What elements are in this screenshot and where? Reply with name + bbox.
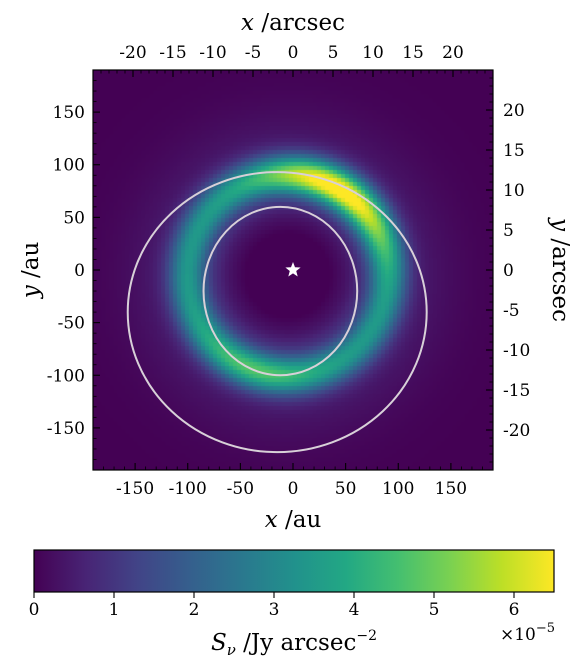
x2-tick-label: 15	[402, 43, 424, 63]
y2-tick-label: -10	[503, 341, 530, 361]
y-tick-label: 100	[53, 156, 85, 176]
colorbar-label: Sν /Jy arcsec−2	[211, 628, 377, 659]
axis-variable: x	[241, 10, 254, 36]
colorbar-tick-label: 2	[189, 600, 200, 620]
colorbar-tick-label: 3	[269, 600, 280, 620]
y-tick-label: 50	[63, 208, 85, 228]
x-tick-label: 50	[335, 479, 357, 499]
x2-tick-label: 5	[328, 43, 339, 63]
colorbar-label-exp: −2	[356, 628, 377, 644]
axis-unit: /arcsec	[254, 10, 345, 36]
x2-tick-label: -10	[199, 43, 226, 63]
y-tick-label: -100	[47, 366, 85, 386]
colorbar-tick-label: 1	[109, 600, 120, 620]
axis-variable: y	[547, 217, 573, 232]
x-tick-label: 100	[382, 479, 414, 499]
overlay-layer	[126, 171, 428, 454]
colorbar-label-sub: ν	[227, 641, 236, 659]
x2-tick-label: 0	[288, 43, 299, 63]
x-tick-label: 0	[288, 479, 299, 499]
axis-unit: /arcsec	[547, 231, 573, 322]
y2-tick-label: 15	[503, 141, 525, 161]
tick-layer: -150 -100 -50 0 50 100 150-150-100-50050100150…	[47, 43, 531, 499]
y2-tick-label: -20	[503, 421, 530, 441]
y-tick-label: 150	[53, 103, 85, 123]
colorbar-scale-text: ×10	[500, 625, 536, 645]
axis-unit: /au	[18, 242, 44, 286]
y2-tick-label: 5	[503, 221, 514, 241]
x2-tick-label: 10	[362, 43, 384, 63]
y2-tick-label: 20	[503, 101, 525, 121]
y2-tick-label: 0	[503, 261, 514, 281]
y-tick-label: 0	[74, 261, 85, 281]
x2-tick-label: -5	[245, 43, 262, 63]
colorbar	[33, 549, 555, 593]
colorbar-tick-label: 5	[429, 600, 440, 620]
colorbar-tick-label: 0	[29, 600, 40, 620]
y2-tick-label: -5	[503, 301, 520, 321]
x-axis-label: x /au	[265, 507, 322, 533]
axis-variable: x	[265, 507, 278, 533]
colorbar-ticks: 0 1 2 3 4 5 6	[29, 592, 520, 620]
outer-ellipse	[126, 171, 428, 454]
colorbar-scale: ×10−5	[500, 621, 555, 645]
x2-tick-label: 20	[442, 43, 464, 63]
colorbar-label-unit: /Jy arcsec	[236, 630, 356, 656]
y2-tick-label: 10	[503, 181, 525, 201]
y2-tick-label: -15	[503, 381, 530, 401]
inner-ellipse	[202, 205, 359, 377]
star-marker	[285, 262, 301, 277]
x-tick-label: 150	[435, 479, 467, 499]
y-tick-label: -50	[58, 314, 85, 334]
colorbar-scale-exp: −5	[536, 621, 555, 636]
x2-tick-label: -20	[119, 43, 146, 63]
x-tick-label: -50	[227, 479, 254, 499]
y2-axis-label: y /arcsec	[547, 217, 573, 322]
axis-unit: /au	[278, 507, 322, 533]
colorbar-tick-label: 4	[349, 600, 360, 620]
x2-axis-label: x /arcsec	[241, 10, 345, 36]
x-tick-label: -150	[116, 479, 154, 499]
y-axis-label: y /au	[18, 242, 44, 300]
axis-variable: y	[18, 284, 44, 299]
y-tick-label: -150	[47, 419, 85, 439]
x-tick-label: -100	[169, 479, 207, 499]
colorbar-label-main: S	[211, 630, 227, 656]
x2-tick-label: -15	[159, 43, 186, 63]
colorbar-tick-label: 6	[509, 600, 520, 620]
